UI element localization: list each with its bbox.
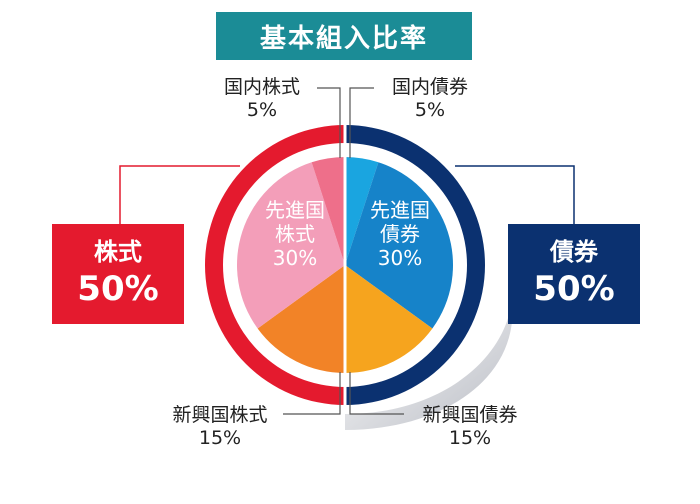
developed-stock-pct: 30% [272, 246, 318, 270]
connector-domestic-stock [317, 87, 341, 158]
pie-slice-1 [345, 162, 453, 329]
developed-stock-name1: 先進国 [265, 198, 325, 222]
decorative-swoosh [345, 300, 513, 430]
bond-total-name: 債券 [550, 238, 598, 266]
stock-total-box: 株式 50% [52, 224, 184, 324]
label-domestic-bond: 国内債券 5% [380, 76, 480, 122]
label-emerging-stock: 新興国株式 15% [158, 404, 282, 450]
bond-group-connector [455, 165, 575, 224]
emerging-bond-pct: 15% [448, 427, 492, 449]
bond-total-box: 債券 50% [508, 224, 640, 324]
pie-slice-4 [237, 162, 345, 329]
label-developed-stock: 先進国 株式 30% [250, 198, 340, 270]
domestic-stock-name: 国内株式 [223, 76, 300, 98]
stock-group-connector [119, 165, 240, 224]
domestic-bond-pct: 5% [414, 99, 446, 121]
pie-slice-3 [257, 265, 345, 373]
bond-total-pct: 50% [533, 269, 615, 309]
pie-slice-5 [311, 157, 345, 265]
domestic-bond-name: 国内債券 [391, 76, 468, 98]
stock-total-pct: 50% [77, 269, 159, 309]
group-ring-stock [205, 125, 345, 405]
stock-total-name: 株式 [94, 238, 142, 266]
chart-title-box: 基本組入比率 [216, 12, 472, 60]
pie-slice-0 [345, 157, 379, 265]
label-emerging-bond: 新興国債券 15% [408, 404, 532, 450]
emerging-stock-name: 新興国株式 [172, 404, 268, 426]
connector-emerging-stock [283, 372, 341, 415]
chart-title: 基本組入比率 [259, 23, 428, 54]
developed-bond-pct: 30% [377, 246, 423, 270]
group-ring-bond [345, 125, 485, 405]
connector-lines [283, 87, 404, 415]
domestic-stock-pct: 5% [246, 99, 278, 121]
pie-slice-2 [345, 265, 433, 373]
connector-emerging-bond [349, 372, 404, 415]
developed-stock-name2: 株式 [275, 222, 315, 246]
label-developed-bond: 先進国 債券 30% [355, 198, 445, 270]
emerging-stock-pct: 15% [198, 427, 242, 449]
label-domestic-stock: 国内株式 5% [212, 76, 312, 122]
developed-bond-name2: 債券 [380, 222, 420, 246]
emerging-bond-name: 新興国債券 [422, 404, 518, 426]
developed-bond-name1: 先進国 [370, 198, 430, 222]
connector-domestic-bond [349, 87, 374, 158]
